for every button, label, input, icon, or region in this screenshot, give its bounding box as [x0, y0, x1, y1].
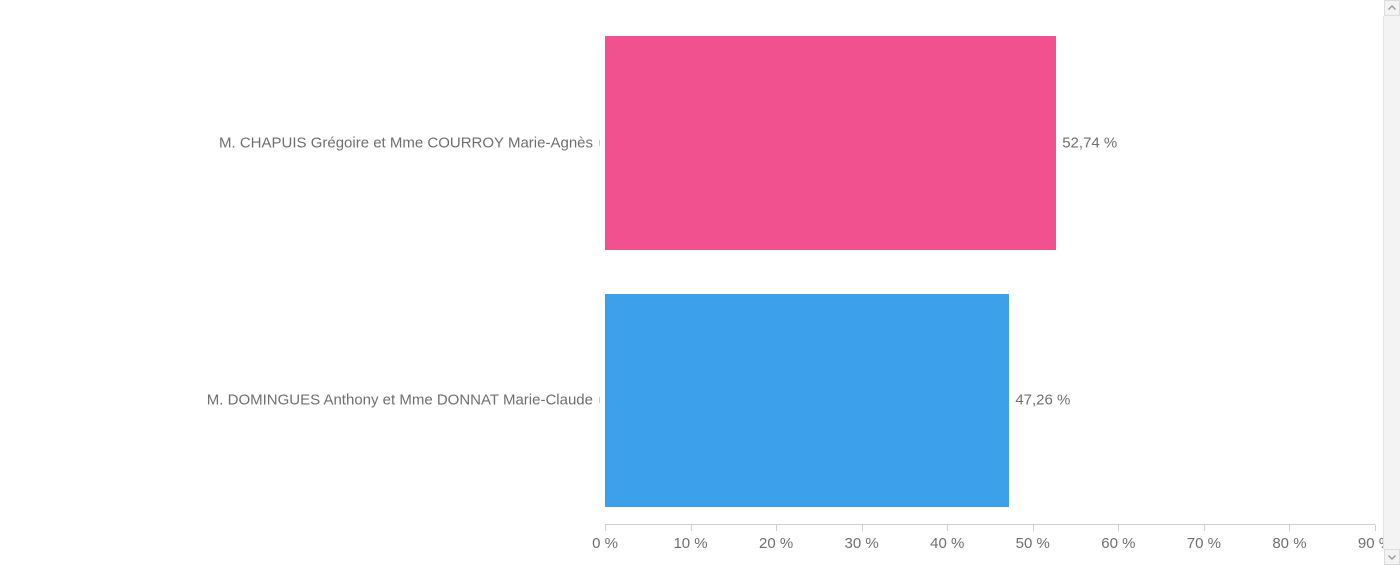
category-label: M. CHAPUIS Grégoire et Mme COURROY Marie… [219, 134, 605, 151]
scroll-down-button[interactable] [1384, 549, 1400, 565]
x-tick-label: 30 % [845, 525, 879, 552]
vertical-scrollbar-track[interactable] [1383, 16, 1400, 549]
x-tick-label: 0 % [592, 525, 618, 552]
chevron-up-icon [1388, 4, 1396, 12]
plot-area: 0 %10 %20 %30 %40 %50 %60 %70 %80 %90 %M… [605, 10, 1375, 525]
chevron-down-icon [1388, 553, 1396, 561]
bar-value-label: 47,26 % [1009, 392, 1070, 409]
x-tick-label: 40 % [930, 525, 964, 552]
bar [605, 36, 1056, 250]
x-tick-label: 20 % [759, 525, 793, 552]
category-label: M. DOMINGUES Anthony et Mme DONNAT Marie… [207, 392, 605, 409]
chart-container: 0 %10 %20 %30 %40 %50 %60 %70 %80 %90 %M… [0, 0, 1400, 565]
bar [605, 294, 1009, 508]
x-tick-label: 60 % [1101, 525, 1135, 552]
scroll-up-button[interactable] [1384, 0, 1400, 16]
x-tick-label: 10 % [673, 525, 707, 552]
x-tick-label: 80 % [1272, 525, 1306, 552]
bar-value-label: 52,74 % [1056, 134, 1117, 151]
x-tick-label: 50 % [1016, 525, 1050, 552]
x-tick-label: 70 % [1187, 525, 1221, 552]
x-axis-line [605, 524, 1375, 525]
